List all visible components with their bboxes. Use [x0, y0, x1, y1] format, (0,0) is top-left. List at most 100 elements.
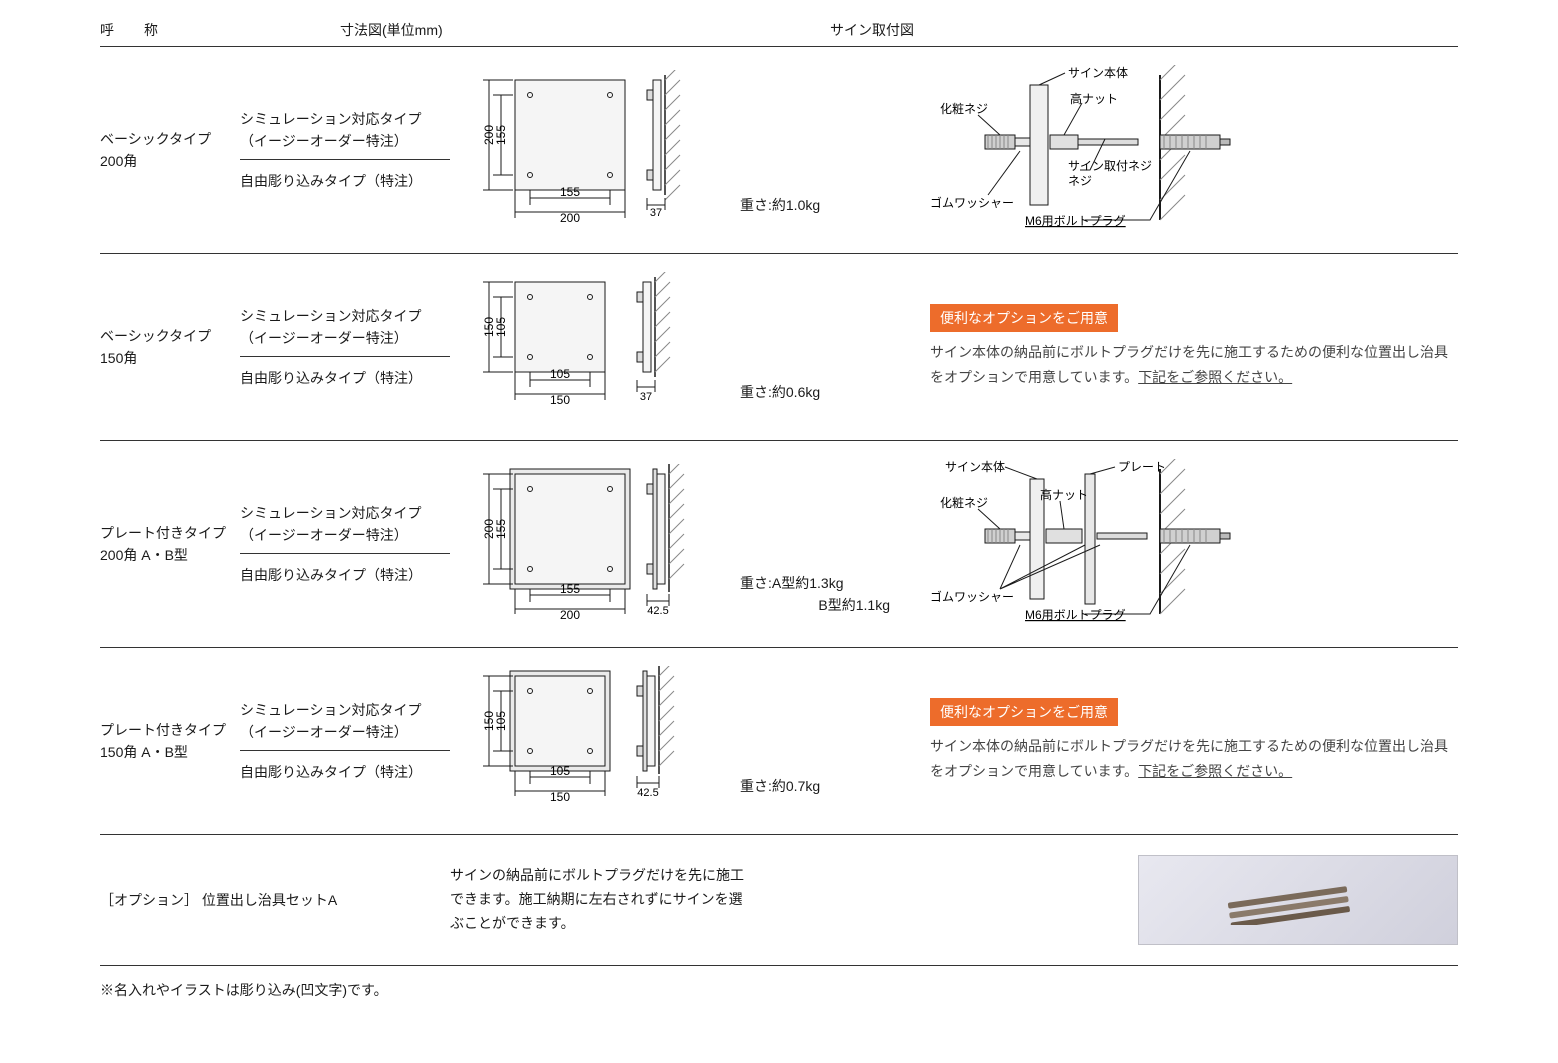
product-name: ベーシックタイプ 150角: [100, 325, 240, 370]
weight: 重さ:A型約1.3kg B型約1.1kg: [740, 472, 920, 617]
mounting-diagram: サイン本体 プレート 高ナット 化粧ネジ ゴムワッシャー M6用ボルトプラグ: [920, 459, 1458, 629]
dimension-diagram: 105 150 105 150 42.5: [450, 666, 740, 816]
option-callout: 便利なオプションをご用意 サイン本体の納品前にボルトプラグだけを先に施工するため…: [920, 698, 1458, 784]
name-line1: プレート付きタイプ: [100, 522, 240, 544]
dim-inner-h: 155: [494, 519, 508, 539]
name-line2: 200角: [100, 150, 240, 172]
spec-row: ベーシックタイプ 150角 シミュレーション対応タイプ （イージーオーダー特注）…: [100, 254, 1458, 441]
label-screw: 化粧ネジ: [940, 496, 988, 510]
type-sim-line2: （イージーオーダー特注）: [240, 327, 450, 349]
product-name: ベーシックタイプ 200角: [100, 128, 240, 173]
label-washer: ゴムワッシャー: [930, 589, 1014, 604]
weight: 重さ:約0.6kg: [740, 291, 920, 403]
dim-depth: 37: [650, 207, 662, 219]
dim-inner-w: 155: [560, 185, 580, 199]
label-nut: 高ナット: [1040, 487, 1088, 502]
option-product-photo: [750, 855, 1458, 945]
type-free: 自由彫り込みタイプ（特注）: [240, 761, 450, 783]
option-footer-row: ［オプション］ 位置出し治具セットA サインの納品前にボルトプラグだけを先に施工…: [100, 835, 1458, 966]
name-line2: 150角: [100, 347, 240, 369]
product-name: プレート付きタイプ 150角 A・B型: [100, 719, 240, 764]
type-options: シミュレーション対応タイプ （イージーオーダー特注） 自由彫り込みタイプ（特注）: [240, 699, 450, 783]
label-plug: M6用ボルトプラグ: [1025, 214, 1126, 228]
label-body: サイン本体: [1068, 66, 1128, 80]
type-sim-line2: （イージーオーダー特注）: [240, 130, 450, 152]
weight-line1: 重さ:A型約1.3kg: [740, 572, 920, 594]
label-nut: 高ナット: [1070, 91, 1118, 106]
mount-svg: サイン本体 高ナット 化粧ネジ ゴムワッシャー サイン取付ネジ ネジ M6用ボル…: [930, 65, 1300, 235]
type-sim-line2: （イージーオーダー特注）: [240, 721, 450, 743]
photo-placeholder: [1138, 855, 1458, 945]
dimension-diagram: 155 200 155 200 37: [450, 70, 740, 230]
dimension-diagram: 155 200 155 200 42.5: [450, 464, 740, 624]
option-title: 便利なオプションをご用意: [930, 304, 1118, 332]
dim-inner-w: 105: [550, 367, 570, 381]
name-line2: 200角 A・B型: [100, 544, 240, 566]
weight-line2: B型約1.1kg: [740, 594, 920, 616]
dim-inner-w: 155: [560, 582, 580, 596]
dim-outer-w: 200: [560, 211, 580, 225]
type-separator: [240, 159, 450, 160]
label-body: サイン本体: [945, 460, 1005, 474]
footnote: ※名入れやイラストは彫り込み(凹文字)です。: [100, 966, 1458, 1000]
table-header: 呼 称 寸法図(単位mm) サイン取付図: [100, 20, 1458, 47]
type-separator: [240, 356, 450, 357]
option-text: サイン本体の納品前にボルトプラグだけを先に施工するための便利な位置出し治具をオプ…: [930, 340, 1458, 390]
label-washer: ゴムワッシャー: [930, 195, 1014, 210]
option-link[interactable]: 下記をご参照ください。: [1138, 369, 1292, 385]
type-sim-line1: シミュレーション対応タイプ: [240, 305, 450, 327]
dim-outer-w: 150: [550, 393, 570, 407]
dim-outer-h: 150: [482, 711, 496, 731]
dim-inner-h: 105: [494, 317, 508, 337]
type-separator: [240, 553, 450, 554]
dim-inner-w: 105: [550, 764, 570, 778]
dim-outer-h: 200: [482, 519, 496, 539]
type-free: 自由彫り込みタイプ（特注）: [240, 170, 450, 192]
dim-depth: 42.5: [647, 605, 668, 617]
weight: 重さ:約0.7kg: [740, 685, 920, 797]
dim-depth: 42.5: [637, 787, 658, 799]
type-free: 自由彫り込みタイプ（特注）: [240, 367, 450, 389]
dim-inner-h: 105: [494, 711, 508, 731]
option-link[interactable]: 下記をご参照ください。: [1138, 763, 1292, 779]
spec-row: プレート付きタイプ 150角 A・B型 シミュレーション対応タイプ （イージーオ…: [100, 648, 1458, 835]
option-title: 便利なオプションをご用意: [930, 698, 1118, 726]
dim-outer-w: 150: [550, 790, 570, 804]
dim-svg: 105 150 105 150 42.5: [465, 666, 725, 816]
dim-outer-h: 150: [482, 317, 496, 337]
type-sim-line1: シミュレーション対応タイプ: [240, 108, 450, 130]
type-options: シミュレーション対応タイプ （イージーオーダー特注） 自由彫り込みタイプ（特注）: [240, 502, 450, 586]
name-line2: 150角 A・B型: [100, 741, 240, 763]
product-name: プレート付きタイプ 200角 A・B型: [100, 522, 240, 567]
type-sim-line2: （イージーオーダー特注）: [240, 524, 450, 546]
type-separator: [240, 750, 450, 751]
dim-svg: 105 150 105 150 37: [465, 272, 725, 422]
name-line1: ベーシックタイプ: [100, 325, 240, 347]
type-options: シミュレーション対応タイプ （イージーオーダー特注） 自由彫り込みタイプ（特注）: [240, 108, 450, 192]
option-text: サイン本体の納品前にボルトプラグだけを先に施工するための便利な位置出し治具をオプ…: [930, 734, 1458, 784]
spec-row: プレート付きタイプ 200角 A・B型 シミュレーション対応タイプ （イージーオ…: [100, 441, 1458, 648]
name-line1: ベーシックタイプ: [100, 128, 240, 150]
dimension-diagram: 105 150 105 150 37: [450, 272, 740, 422]
type-options: シミュレーション対応タイプ （イージーオーダー特注） 自由彫り込みタイプ（特注）: [240, 305, 450, 389]
label-plug: M6用ボルトプラグ: [1025, 608, 1126, 622]
header-dim: 寸法図(単位mm): [340, 20, 830, 40]
label-mountscrew-l2: ネジ: [1068, 174, 1092, 188]
option-product-desc: サインの納品前にボルトプラグだけを先に施工できます。施工納期に左右されずにサイン…: [450, 864, 750, 935]
dim-inner-h: 155: [494, 125, 508, 145]
header-mount: サイン取付図: [830, 20, 1458, 40]
mount-svg: サイン本体 プレート 高ナット 化粧ネジ ゴムワッシャー M6用ボルトプラグ: [930, 459, 1300, 629]
dim-svg: 155 200 155 200 37: [465, 70, 725, 230]
dim-outer-h: 200: [482, 125, 496, 145]
type-free: 自由彫り込みタイプ（特注）: [240, 564, 450, 586]
label-mountscrew: サイン取付ネジ: [1068, 159, 1152, 173]
svg-text:サイン取付ネジ: サイン取付ネジ: [1068, 159, 1152, 173]
label-plate: プレート: [1118, 460, 1166, 474]
label-screw: 化粧ネジ: [940, 102, 988, 116]
spec-row: ベーシックタイプ 200角 シミュレーション対応タイプ （イージーオーダー特注）…: [100, 47, 1458, 254]
type-sim-line1: シミュレーション対応タイプ: [240, 699, 450, 721]
dim-outer-w: 200: [560, 608, 580, 622]
header-name: 呼 称: [100, 20, 340, 40]
dim-depth: 37: [640, 391, 652, 403]
option-callout: 便利なオプションをご用意 サイン本体の納品前にボルトプラグだけを先に施工するため…: [920, 304, 1458, 390]
